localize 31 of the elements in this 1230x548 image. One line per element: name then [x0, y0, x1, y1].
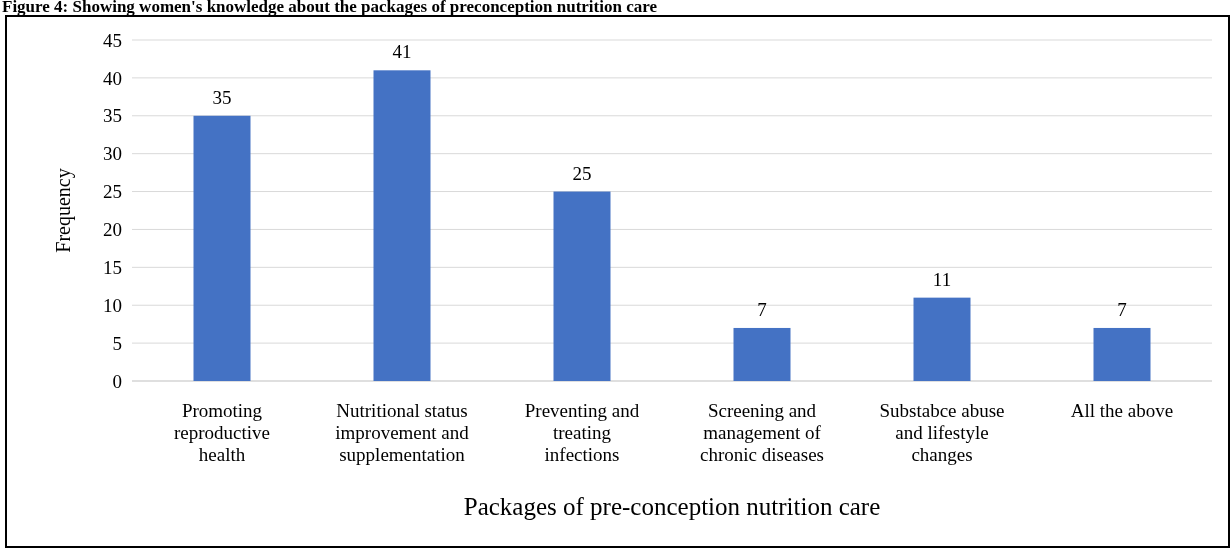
data-label: 7 [757, 298, 767, 320]
bar [373, 70, 431, 381]
bar [1093, 327, 1151, 381]
x-tick-label: Preventing and treating infections [524, 400, 640, 465]
x-axis-title: Packages of pre-conception nutrition care [463, 493, 881, 520]
bar [193, 115, 251, 381]
bar [733, 327, 791, 381]
y-tick-label: 15 [103, 256, 122, 278]
data-label: 11 [932, 268, 952, 290]
x-tick-label: Substabce abuse and lifestyle changes [879, 400, 1005, 465]
bar [553, 191, 611, 381]
x-tick-label: Screening and management of chronic diseases [700, 400, 824, 465]
y-tick-label: 10 [103, 294, 122, 316]
data-label: 41 [392, 41, 412, 63]
x-tick-label: Promoting reproductive health [173, 400, 271, 465]
y-tick-label: 20 [103, 219, 122, 241]
data-label: 35 [212, 86, 232, 108]
x-tick-label: All the above [1070, 400, 1174, 421]
y-tick-label: 0 [112, 370, 122, 392]
chart-title: Figure 4: Showing women's knowledge about the packages of preconception nutrition care [2, 0, 658, 16]
y-tick-label: 30 [103, 143, 122, 165]
data-label: 7 [1117, 298, 1127, 320]
x-tick-label: Nutritional status improvement and supplementation [335, 400, 470, 465]
bar [913, 297, 971, 381]
data-label: 25 [572, 162, 592, 184]
y-tick-label: 40 [103, 67, 122, 89]
y-tick-label: 45 [103, 29, 122, 51]
y-tick-label: 35 [103, 105, 122, 127]
y-tick-label: 25 [103, 181, 122, 203]
y-tick-label: 5 [112, 332, 122, 354]
y-axis-title: Frequency [52, 168, 75, 253]
